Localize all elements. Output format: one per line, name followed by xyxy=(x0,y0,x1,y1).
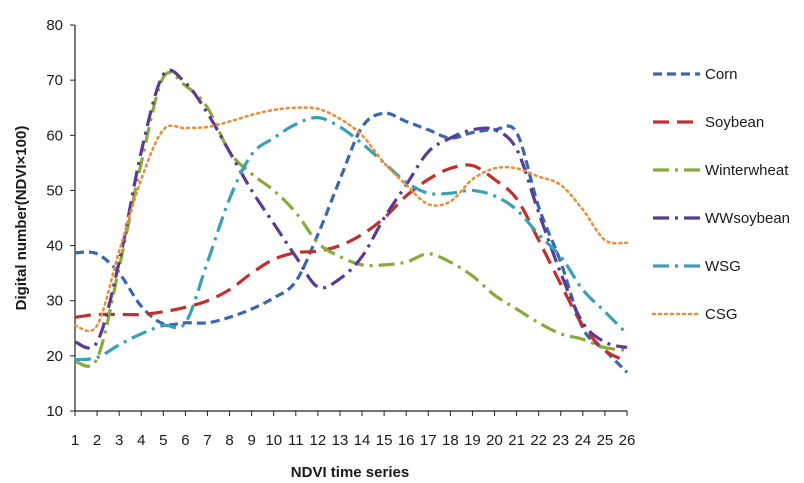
legend-label: Soybean xyxy=(705,114,764,131)
legend-item-wsg: WSG xyxy=(653,258,741,275)
y-tick-label: 70 xyxy=(46,72,63,89)
x-tick-label: 12 xyxy=(310,432,327,449)
series-line-wwsoybean xyxy=(74,68,628,350)
legend-item-csg: CSG xyxy=(651,306,738,323)
series-line-corn xyxy=(74,111,629,374)
y-tick-label: 10 xyxy=(46,403,63,420)
x-tick-label: 25 xyxy=(597,432,614,449)
series-lines xyxy=(73,68,629,374)
series-line-soybean xyxy=(74,163,628,363)
x-tick-label: 26 xyxy=(619,432,636,449)
x-tick-label: 10 xyxy=(265,432,282,449)
series-line-csg xyxy=(73,106,629,333)
x-tick-label: 11 xyxy=(288,432,304,449)
x-tick-label: 13 xyxy=(332,432,349,449)
x-tick-label: 9 xyxy=(247,432,255,449)
x-tick-label: 23 xyxy=(552,432,569,449)
x-tick-label: 6 xyxy=(181,432,189,449)
legend-label: Winterwheat xyxy=(705,162,789,179)
y-tick-label: 50 xyxy=(46,182,63,199)
y-tick-label: 30 xyxy=(46,293,63,310)
x-tick-label: 22 xyxy=(530,432,547,449)
x-tick-label: 24 xyxy=(574,432,591,449)
x-tick-label: 18 xyxy=(442,432,459,449)
x-tick-label: 7 xyxy=(203,432,211,449)
x-tick-label: 4 xyxy=(137,432,145,449)
x-axis-title: NDVI time series xyxy=(291,464,409,481)
legend-item-winterwheat: Winterwheat xyxy=(653,162,789,179)
x-tick-label: 20 xyxy=(486,432,503,449)
x-tick-label: 14 xyxy=(354,432,371,449)
x-tick-label: 1 xyxy=(71,432,79,449)
y-tick-label: 60 xyxy=(46,127,63,144)
x-tick-label: 3 xyxy=(115,432,123,449)
y-tick-label: 40 xyxy=(46,238,63,255)
y-tick-label: 20 xyxy=(46,348,63,365)
legend-item-wwsoybean: WWsoybean xyxy=(653,210,790,227)
x-tick-label: 19 xyxy=(464,432,481,449)
x-tick-label: 2 xyxy=(93,432,101,449)
legend-label: CSG xyxy=(705,306,738,323)
y-axis-title: Digital number(NDVI×100) xyxy=(13,126,30,311)
legend-label: WSG xyxy=(705,258,741,275)
series-line-wsg xyxy=(74,116,629,362)
x-tick-label: 8 xyxy=(225,432,233,449)
x-tick-label: 15 xyxy=(376,432,393,449)
x-tick-label: 16 xyxy=(398,432,415,449)
x-tick-label: 21 xyxy=(508,432,525,449)
axes xyxy=(70,24,628,416)
legend: Corn Soybean Winterwheat WWsoybean WSG CSG xyxy=(651,66,790,323)
series-line-winterwheat xyxy=(74,70,628,368)
x-tick-label: 17 xyxy=(420,432,437,449)
y-tick-label: 80 xyxy=(46,17,63,34)
legend-item-corn: Corn xyxy=(653,66,738,83)
legend-label: WWsoybean xyxy=(705,210,790,227)
x-tick-label: 5 xyxy=(159,432,167,449)
legend-item-soybean: Soybean xyxy=(653,114,764,131)
legend-label: Corn xyxy=(705,66,738,83)
